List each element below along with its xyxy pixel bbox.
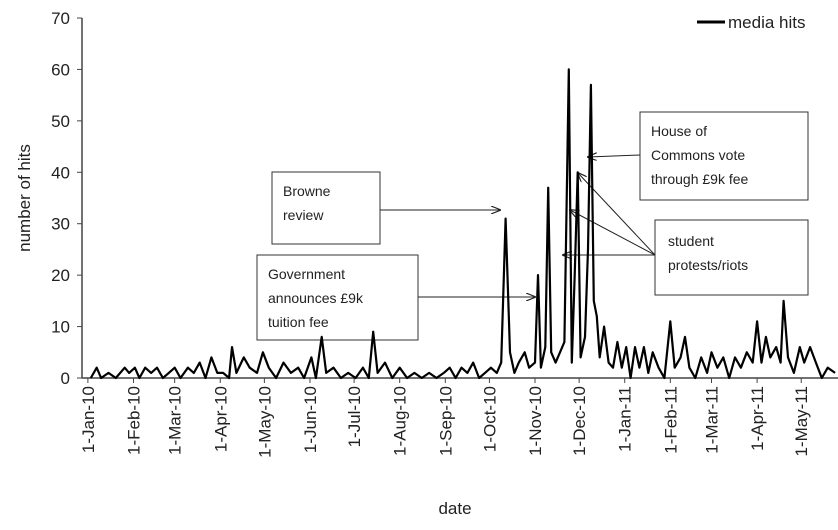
- arrow: [578, 173, 656, 256]
- y-tick-label: 20: [51, 266, 70, 285]
- y-tick-label: 30: [51, 215, 70, 234]
- annotation-text: protests/riots: [668, 257, 748, 273]
- annotation-text: Government: [268, 266, 345, 282]
- x-tick-label: 1-Feb-10: [124, 386, 143, 455]
- x-tick-label: 1-Nov-10: [526, 386, 545, 456]
- annotation-text: Commons vote: [651, 147, 745, 163]
- legend-label: media hits: [728, 13, 805, 32]
- y-tick-label: 60: [51, 60, 70, 79]
- annotation-box: [654, 219, 809, 296]
- annotation-text: tuition fee: [268, 314, 329, 330]
- y-tick-label: 50: [51, 112, 70, 131]
- x-tick-label: 1-Sep-10: [436, 386, 455, 456]
- y-tick-label: 10: [51, 318, 70, 337]
- y-tick-label: 70: [51, 9, 70, 28]
- y-tick-label: 0: [61, 369, 70, 388]
- arrow: [588, 155, 641, 157]
- x-tick-label: 1-Oct-10: [480, 386, 499, 452]
- annotation-box: [639, 111, 809, 201]
- annotation-text: Browne: [283, 183, 331, 199]
- line-series: [89, 68, 836, 380]
- annotation-text: through £9k fee: [651, 171, 749, 187]
- annotation-text: announces £9k: [268, 290, 364, 306]
- x-tick-label: 1-Mar-10: [166, 386, 185, 455]
- annotations: Browne review Government announces £9k tuiti…: [256, 111, 809, 341]
- annotation-box: [256, 254, 419, 341]
- y-axis-title: number of hits: [15, 144, 34, 252]
- x-tick-label: 1-Mar-11: [703, 386, 722, 454]
- annotation-text: House of: [651, 123, 707, 139]
- arrow: [570, 210, 656, 256]
- x-tick-label: 1-Jan-10: [79, 386, 98, 453]
- x-tick-label: 1-Jun-10: [301, 386, 320, 453]
- x-tick-label: 1-Apr-11: [748, 386, 767, 451]
- x-tick-label: 1-Apr-10: [211, 386, 230, 452]
- annotation-text: review: [283, 207, 324, 223]
- x-tick-label: 1-Jan-11: [616, 386, 635, 452]
- x-tick-label: 1-May-10: [255, 386, 274, 458]
- x-tick-label: 1-Feb-11: [661, 386, 680, 454]
- x-tick-label: 1-Aug-10: [391, 386, 410, 456]
- x-tick-label: 1-Jul-10: [345, 386, 364, 447]
- annotation-box: [271, 171, 381, 245]
- x-axis-title: date: [438, 499, 471, 518]
- annotation-text: student: [668, 233, 714, 249]
- y-tick-label: 40: [51, 163, 70, 182]
- x-tick-label: 1-May-11: [792, 386, 811, 457]
- x-tick-label: 1-Dec-10: [570, 386, 589, 456]
